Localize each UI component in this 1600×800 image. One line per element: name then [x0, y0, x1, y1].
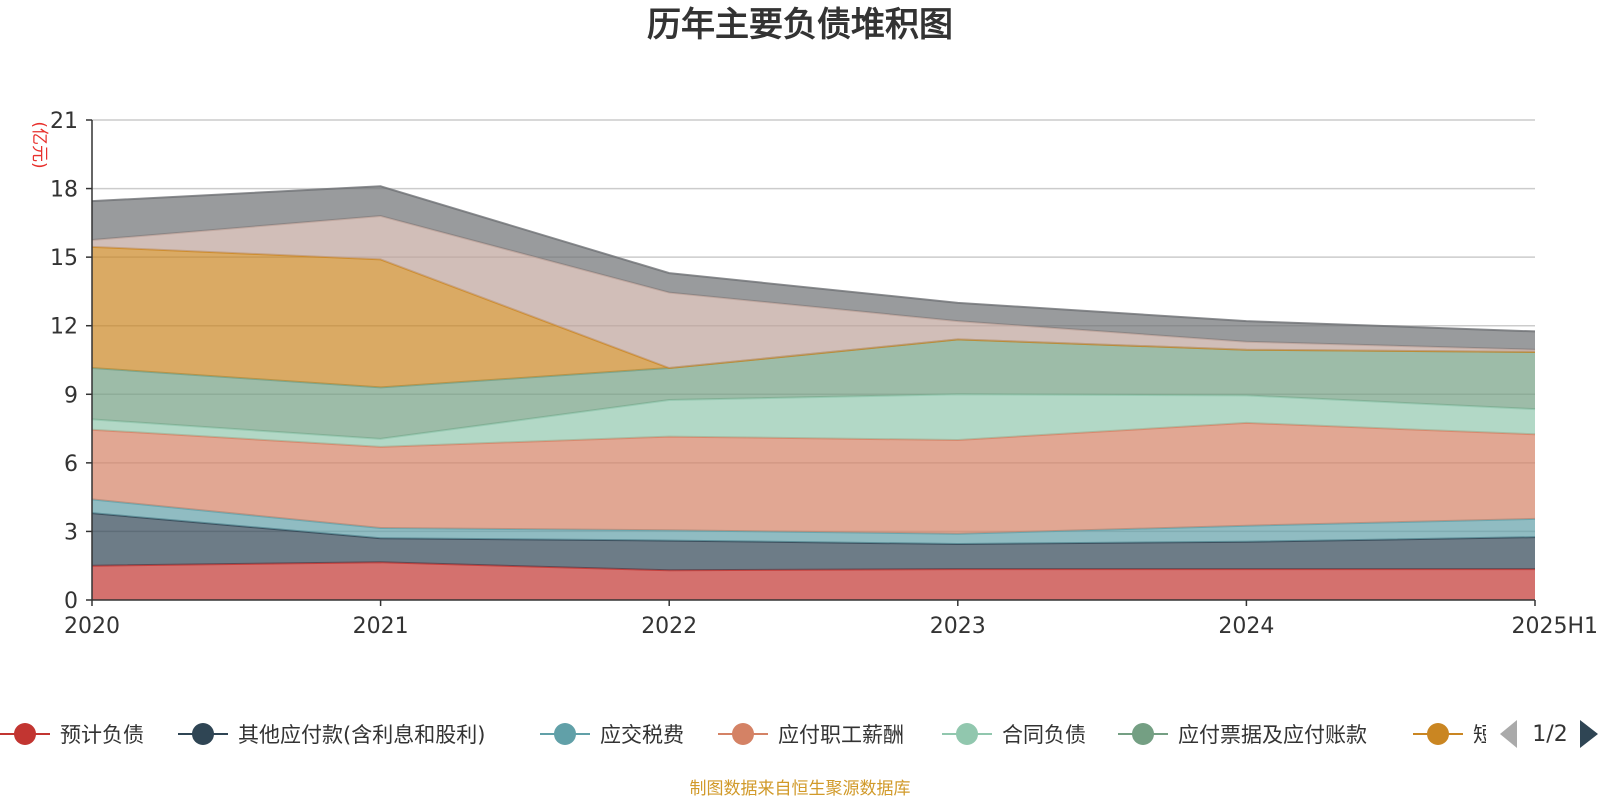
x-tick-label: 2023 [930, 614, 986, 639]
area-series-0 [92, 562, 1535, 600]
x-tick-label: 2020 [64, 614, 120, 639]
legend-marker [192, 723, 214, 745]
legend-item[interactable]: 合同负债 [942, 723, 1086, 747]
y-tick-label: 6 [64, 452, 78, 477]
area-series-5 [92, 339, 1535, 439]
legend-label: 应付票据及应付账款 [1178, 723, 1367, 747]
legend-label: 应交税费 [600, 723, 684, 747]
area-edge-8 [91, 185, 1536, 333]
legend-item[interactable]: 应交税费 [540, 723, 684, 747]
x-tick-labels: 2020 2021 2022 2023 2024 2025H1 [64, 614, 1598, 639]
legend: 预计负债 其他应付款(含利息和股利) 应交税费 应付职工薪酬 合同负债 应付票据及应付账款… [0, 723, 1494, 747]
legend-items: 预计负债 其他应付款(含利息和股利) 应交税费 应付职工薪酬 合同负债 应付票据及应付账款… [0, 723, 1494, 747]
legend-prev-icon[interactable] [1500, 720, 1517, 748]
area-edge-0 [91, 561, 1535, 572]
area-series [91, 185, 1536, 600]
area-series-6 [92, 246, 1535, 388]
area-series-7 [92, 216, 1535, 368]
area-series-3 [92, 422, 1535, 534]
y-tick-label: 12 [50, 315, 78, 340]
y-tick-label: 9 [64, 383, 78, 408]
legend-marker [732, 723, 754, 745]
chart-title: 历年主要负债堆积图 [647, 5, 953, 45]
legend-marker [1427, 723, 1449, 745]
y-tick-label: 18 [50, 178, 78, 203]
legend-item[interactable]: 短 [1413, 723, 1494, 747]
y-tick-label: 0 [64, 589, 78, 614]
legend-label: 应付职工薪酬 [778, 723, 904, 747]
y-tick-label: 3 [64, 520, 78, 545]
y-axis-unit: (亿元) [29, 121, 49, 168]
area-series-1 [92, 513, 1535, 571]
legend-page-indicator: 1/2 [1532, 722, 1567, 747]
legend-next-icon[interactable] [1580, 720, 1598, 748]
legend-item[interactable]: 其他应付款(含利息和股利) [178, 723, 485, 747]
legend-marker [14, 723, 36, 745]
legend-marker [1132, 723, 1154, 745]
area-series-2 [92, 499, 1535, 544]
x-tick-label: 2022 [641, 614, 697, 639]
x-tick-label: 2024 [1218, 614, 1274, 639]
legend-item[interactable]: 预计负债 [0, 723, 144, 747]
y-tick-labels: 0 3 6 9 12 15 18 21 [50, 109, 78, 614]
area-series-8 [92, 186, 1535, 350]
legend-marker [554, 723, 576, 745]
axes [86, 119, 1536, 606]
legend-pager: 1/2 [1500, 720, 1598, 748]
legend-label: 合同负债 [1002, 723, 1086, 747]
legend-label: 预计负债 [60, 723, 144, 747]
legend-label: 其他应付款(含利息和股利) [238, 723, 485, 747]
data-source-note: 制图数据来自恒生聚源数据库 [690, 779, 911, 799]
area-series-4 [92, 394, 1535, 447]
legend-item[interactable]: 应付票据及应付账款 [1118, 723, 1367, 747]
legend-label: 短 [1473, 723, 1494, 747]
legend-item[interactable]: 应付职工薪酬 [718, 723, 904, 747]
y-tick-label: 15 [50, 246, 78, 271]
y-tick-label: 21 [50, 109, 78, 134]
legend-marker [956, 723, 978, 745]
x-tick-label: 2021 [353, 614, 409, 639]
x-tick-label: 2025H1 [1511, 614, 1598, 639]
